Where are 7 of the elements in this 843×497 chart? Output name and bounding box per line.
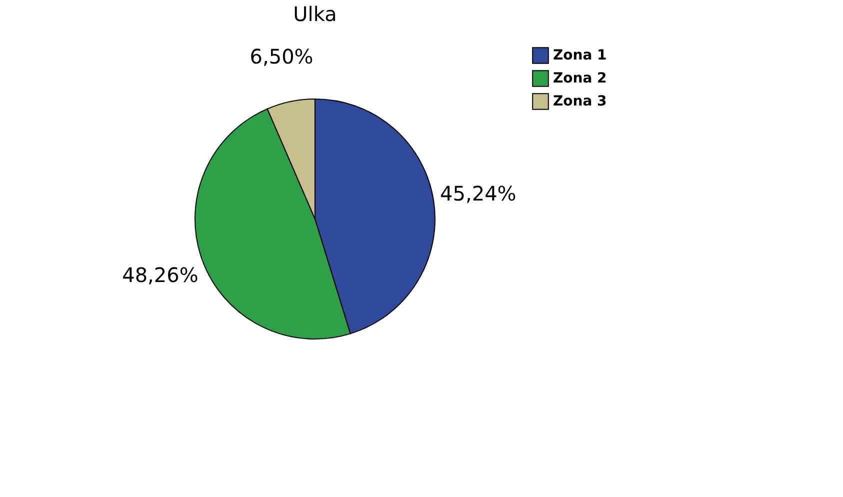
legend-label: Zona 2 [553, 70, 607, 86]
legend-label: Zona 1 [553, 48, 607, 64]
data-label: 6,50% [250, 44, 314, 68]
legend-label: Zona 3 [553, 94, 607, 110]
data-label: 45,24% [440, 181, 516, 206]
chart-title: Ulka [293, 2, 337, 26]
data-label: 48,26% [122, 263, 198, 288]
